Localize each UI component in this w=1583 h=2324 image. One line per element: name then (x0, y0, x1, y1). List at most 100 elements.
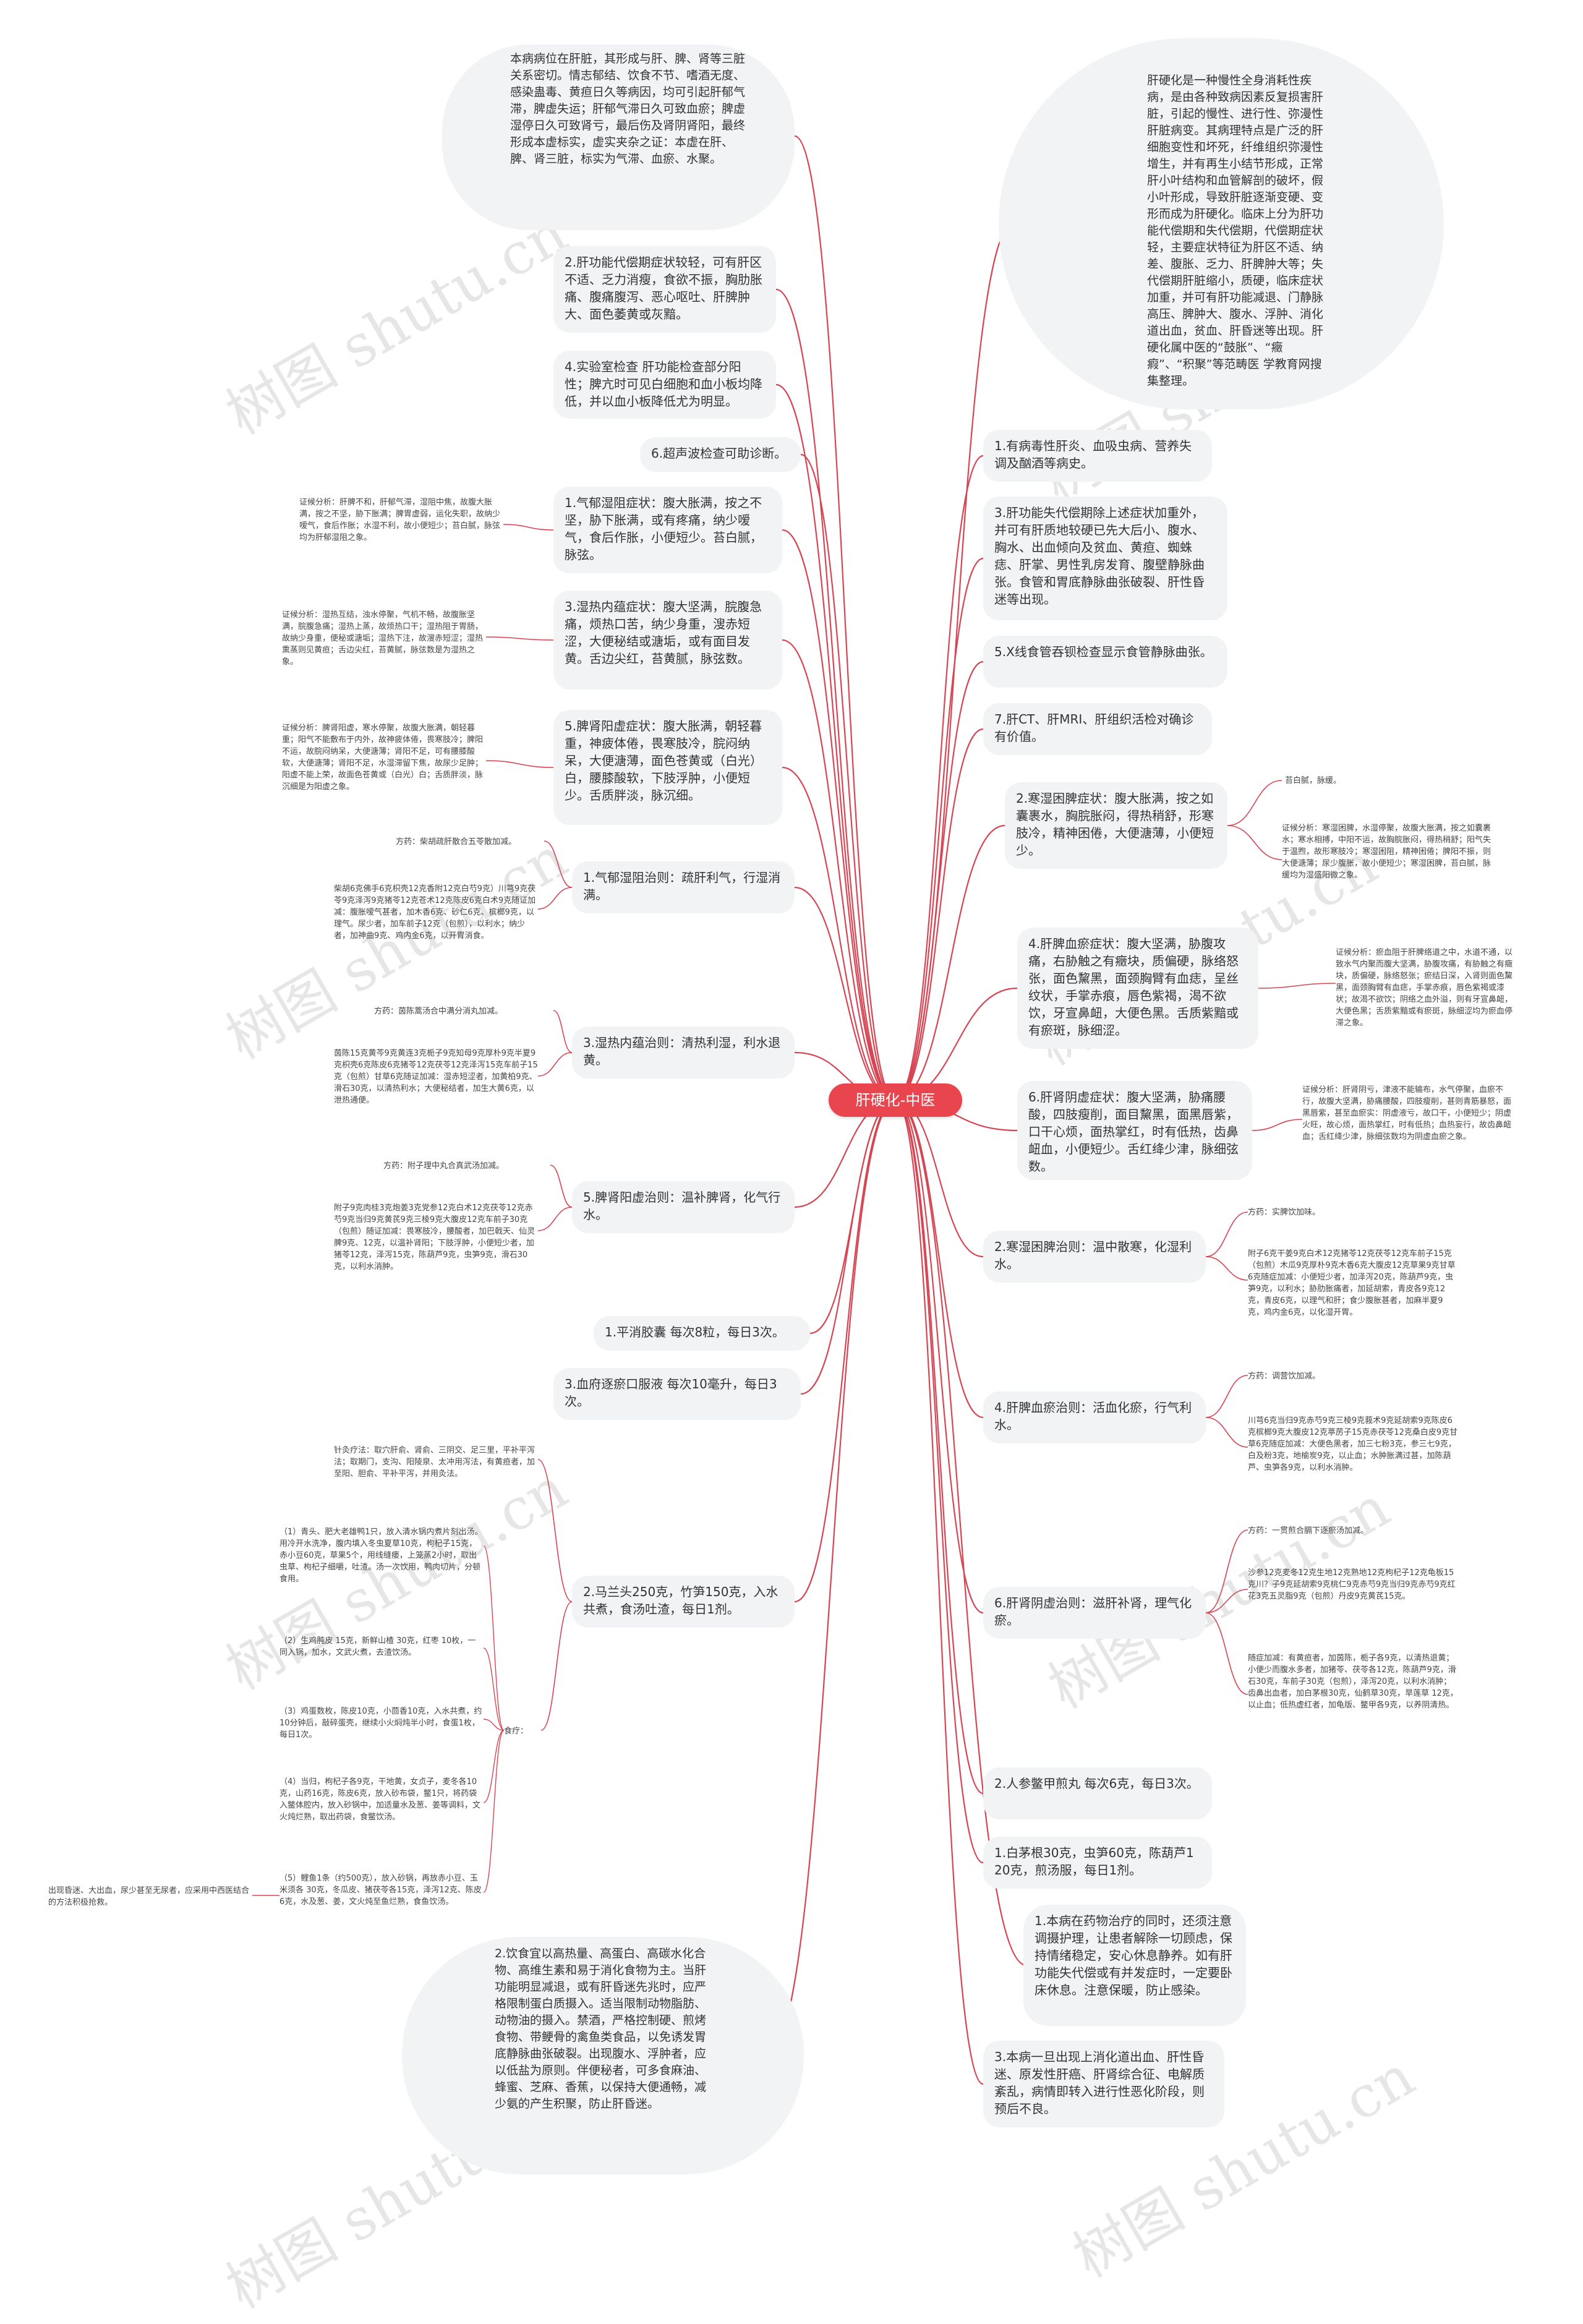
connector-line (794, 1099, 896, 1603)
connector-line (895, 1099, 984, 2085)
analysis-damp-heat: 证候分析：湿热互结，浊水停聚，气机不畅，故腹胀坚满，脘腹急痛；湿热上蒸，故烦热口… (282, 610, 484, 667)
herbs-damp-heat: 茵陈15克黄芩9克黄连3克栀子9克知母9克厚朴9克半夏9克枳壳6克陈皮6克猪苓1… (334, 1049, 538, 1105)
connector-line (1205, 1529, 1248, 1613)
emergency-note: 出现昏迷、大出血，尿少甚至无尿者，应采用中西医结合的方法积极抢救。 (48, 1886, 250, 1907)
connector-line (800, 453, 896, 1101)
topic-yin-deficiency-symptoms[interactable]: 6.肝肾阴虚症状：腹大坚满，胁痛腰酸，四肢瘦削，面目黧黑，面黑唇紫，口干心烦，面… (1017, 1081, 1252, 1180)
topic-imperata-root[interactable]: 1.白茅根30克，虫笋60克，陈葫芦120克，煎汤服，每日1剂。 (983, 1837, 1212, 1889)
herbs-cold-damp: 附子6克干姜9克白术12克猪苓12克茯苓12克车前子15克（包煎）木瓜9克厚朴9… (1248, 1249, 1456, 1317)
topic-qi-depression-treatment[interactable]: 1.气郁湿阻治则：疏肝利气，行湿消满。 (572, 861, 795, 913)
connector-line (485, 760, 554, 768)
topic-cold-damp-treatment[interactable]: 2.寒湿困脾治则：温中散寒，化湿利水。 (983, 1231, 1206, 1283)
topic-damp-heat-treatment[interactable]: 3.湿热内蕴治则：清热利湿，利水退黄。 (572, 1027, 795, 1079)
connector-line (1227, 825, 1282, 860)
analysis-yin-deficiency: 证候分析：肝肾阴亏，津液不能输布，水气停聚，血瘀不行，故腹大坚满，胁痛腰酸，四肢… (1302, 1085, 1512, 1142)
prescription-yang-deficiency: 方药：附子理中丸合真武汤加减。 (383, 1161, 505, 1171)
topic-definition[interactable]: 肝硬化是一种慢性全身消耗性疾病，是由各种致病因素反复损害肝脏，引起的慢性、进行性… (999, 38, 1444, 409)
herbs-qi-depression: 柴胡6克佛手6克枳壳12克香附12克白芍9克）川芎9克茯苓9克泽泻9克猪苓12克… (334, 884, 536, 941)
topic-damp-heat-symptoms[interactable]: 3.湿热内蕴症状：腹大坚满，脘腹急痛，烦热口苦，纳少身重，溲赤短涩，大便秘结或溏… (553, 591, 782, 690)
modifications-yin-deficiency: 随症加减：有黄疸者，加茵陈，栀子各9克，以清热退黄；小便少而腹水多者，加猪苓、茯… (1248, 1654, 1458, 1710)
topic-compensated-stage[interactable]: 2.肝功能代偿期症状较轻，可有肝区不适、乏力消瘦，食欲不振，胸肋胀痛、腹痛腹泻、… (553, 246, 776, 333)
connector-line (782, 529, 896, 1101)
topic-yang-deficiency-treatment[interactable]: 5.脾肾阳虚治则：温补脾肾，化气行水。 (572, 1181, 795, 1233)
connector-line (1252, 1119, 1303, 1131)
topic-malantou-bamboo[interactable]: 2.马兰头250克，竹笋150克，入水共煮，食汤吐渣，每日1剂。 (572, 1576, 795, 1628)
topic-blood-stasis-treatment[interactable]: 4.肝脾血瘀治则：活血化瘀，行气利水。 (983, 1391, 1206, 1443)
diet-therapy-label: 食疗： (504, 1727, 529, 1736)
topic-diet[interactable]: 2.饮食宜以高热量、高蛋白、高碳水化合物、高维生素和易于消化食物为主。当肝功能明… (402, 1937, 804, 2174)
topic-renshen-biejia[interactable]: 2.人参鳖甲煎丸 每次6克，每日3次。 (983, 1767, 1212, 1819)
connector-line (1205, 1589, 1248, 1613)
connector-line (895, 660, 984, 1101)
connector-line (550, 1164, 573, 1208)
connector-line (483, 1647, 505, 1731)
connector-line (895, 728, 984, 1101)
connector-line (483, 1719, 505, 1731)
topic-qi-depression-symptoms[interactable]: 1.气郁湿阻症状：腹大胀满，按之不坚，胁下胀满，或有疼痛，纳少嗳气，食后作胀，小… (553, 487, 782, 573)
connector-line (1258, 983, 1336, 989)
connector-line (537, 887, 573, 910)
topic-ct-mri[interactable]: 7.肝CT、肝MRI、肝组织活检对确诊有价值。 (983, 703, 1212, 755)
connector-line (895, 557, 984, 1101)
topic-yin-deficiency-treatment[interactable]: 6.肝肾阴虚治则：滋肝补肾，理气化瘀。 (983, 1587, 1206, 1639)
connector-line (782, 639, 896, 1101)
connector-line (544, 840, 573, 888)
connector-line (766, 1099, 896, 2057)
topic-pathogenesis[interactable]: 本病病位在肝脏，其形成与肝、脾、肾等三脏关系密切。情志郁结、饮食不节、嗜酒无度、… (442, 45, 795, 230)
connector-line (895, 1099, 984, 1864)
connector-line (553, 1010, 573, 1053)
connector-line (895, 1099, 984, 1419)
herbs-yin-deficiency: 沙参12克麦冬12克生地12克熟地12克枸杞子12克龟板15克川？子9克延胡索9… (1248, 1568, 1456, 1601)
topic-prognosis[interactable]: 3.本病一旦出现上消化道出血、肝性昏迷、原发性肝癌、肝肾综合征、电解质紊乱，病情… (983, 2041, 1224, 2127)
topic-xray[interactable]: 5.X线食管吞钡检查显示食管静脉曲张。 (983, 636, 1227, 688)
analysis-qi-depression: 证候分析：肝脾不和，肝郁气滞，湿阻中焦，故腹大胀满，按之不坚，胁下胀满；脾胃虚弱… (299, 498, 501, 542)
connector-line (1205, 1417, 1248, 1448)
connector-line (483, 1545, 505, 1731)
diet-recipe-2: （2）生鸡肫皮 15克，新鲜山楂 30克，红枣 10枚，一同入锅，加水，文武火煮… (279, 1636, 476, 1657)
tongue-pulse-cold-damp: 苔白腻，脉缓。 (1285, 776, 1342, 785)
herbs-yang-deficiency: 附子9克肉桂3克炮姜3克党参12克白术12克茯苓12克赤芍9克当归9克黄芪9克三… (334, 1203, 535, 1271)
topic-medical-history[interactable]: 1.有病毒性肝炎、血吸虫病、营养失调及酗酒等病史。 (983, 430, 1212, 482)
topic-nursing-care[interactable]: 1.本病在药物治疗的同时，还须注意调摄护理，让患者解除一切顾虑，保持情绪稳定，安… (1023, 1905, 1246, 2026)
topic-lab-test[interactable]: 4.实验室检查 肝功能检查部分阳性；脾亢时可见白细胞和血小板均降低，并以血小板降… (553, 351, 776, 419)
connector-line (895, 1099, 984, 1795)
connector-line (540, 1601, 573, 1731)
connector-line (775, 288, 896, 1101)
connector-line (1205, 1612, 1248, 1695)
topic-blood-stasis-symptoms[interactable]: 4.肝脾血瘀症状：腹大坚满，胁腹攻痛，右胁触之有癥块，质偏硬，脉络怒张，面色黧黑… (1017, 928, 1258, 1049)
connector-line (1227, 780, 1282, 826)
connector-line (537, 1459, 573, 1602)
connector-line (537, 1052, 573, 1077)
diet-recipe-5: （5）鲤鱼1条（约500克），放入砂锅，再放赤小豆、玉米须各 30克，冬瓜皮、猪… (279, 1874, 482, 1907)
connector-line (895, 1099, 984, 1614)
analysis-yang-deficiency: 证候分析：脾肾阳虚，寒水停聚，故腹大胀满，朝轻暮重；阳气不能敷布于内外，故神疲体… (282, 724, 484, 792)
diet-recipe-1: （1）青头、肥大老雄鸭1只，放入清水锅内煮片刻出汤。用冷开水洗净，腹内填入冬虫夏… (279, 1527, 483, 1584)
connector-line (503, 524, 554, 531)
connector-line (1205, 1211, 1248, 1257)
topic-yang-deficiency-symptoms[interactable]: 5.脾肾阳虚症状：腹大胀满，朝轻暮重，神疲体倦，畏寒肢冷，脘闷纳呆，大便溏薄，面… (553, 710, 782, 825)
connector-line (782, 766, 896, 1101)
prescription-qi-depression: 方药：柴胡疏肝散合五苓散加减。 (396, 837, 517, 847)
prescription-blood-stasis: 方药：调营饮加减。 (1248, 1372, 1321, 1381)
acupuncture-therapy: 针灸疗法：取穴肝俞、肾俞、三阴交、足三里，平补平泻法；取期门，支沟、阳陵泉、太冲… (334, 1446, 535, 1479)
connector-line (483, 1730, 505, 1893)
analysis-cold-damp: 证候分析：寒湿困脾，水湿停聚，故腹大胀满，按之如囊裹水；寒水相搏，中阳不运，故胸… (1282, 824, 1491, 880)
topic-cold-damp-symptoms[interactable]: 2.寒湿困脾症状：腹大胀满，按之如囊裹水，胸脘胀闷，得热稍舒，形寒肢冷，精神困倦… (1005, 782, 1227, 869)
diet-recipe-3: （3）鸡蛋数枚，陈皮10克，小茴香10克，入水共煮，约10分钟后，敲碎蛋壳，继续… (279, 1707, 482, 1740)
connector-line (1205, 1256, 1248, 1281)
connector-line (1205, 1375, 1248, 1418)
connector-line (895, 455, 984, 1101)
prescription-yin-deficiency: 方药：一贯煎合膈下逐瘀汤加减。 (1248, 1526, 1369, 1536)
topic-ultrasound[interactable]: 6.超声波检查可助诊断。 (640, 437, 801, 472)
connector-line (794, 135, 896, 1101)
root-topic[interactable]: 肝硬化-中医 (829, 1083, 962, 1117)
herbs-blood-stasis: 川芎6克当归9克赤芍9克三棱9克莪术9克延胡索9克陈皮6克槟榔9克大腹皮12克葶… (1248, 1416, 1458, 1472)
topic-xuefu-zhuyu[interactable]: 3.血府逐瘀口服液 每次10毫升，每日3次。 (553, 1368, 801, 1420)
connector-line (775, 383, 896, 1101)
topic-decompensated-stage[interactable]: 3.肝功能失代偿期除上述症状加重外，并可有肝质地较硬已先大后小、腹水、胸水、出血… (983, 497, 1227, 620)
topic-pingxiao-capsule[interactable]: 1.平消胶囊 每次8粒，每日3次。 (594, 1316, 810, 1351)
prescription-cold-damp: 方药：实脾饮加味。 (1248, 1208, 1321, 1217)
diet-recipe-4: （4）当归，枸杞子各9克，干地黄，女贞子，麦冬各10克，山药16克，陈皮6克，放… (279, 1777, 481, 1822)
connector-line (537, 1207, 573, 1231)
connector-line (485, 636, 554, 641)
